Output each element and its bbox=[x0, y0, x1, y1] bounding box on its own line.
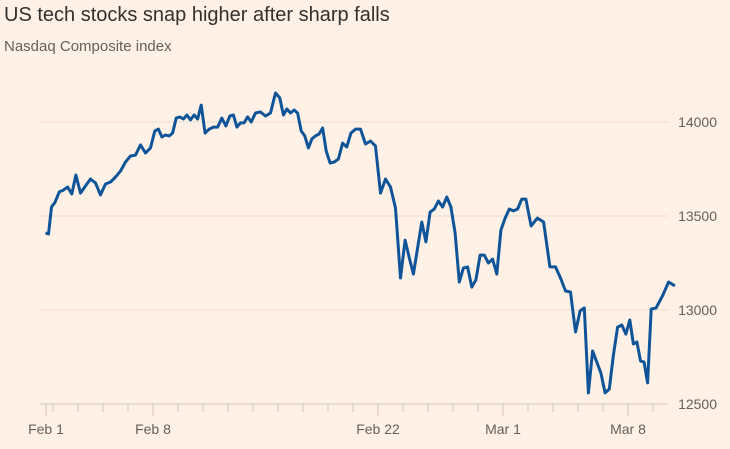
y-tick-label: 13000 bbox=[678, 302, 717, 318]
chart-subtitle: Nasdaq Composite index bbox=[4, 38, 172, 55]
y-tick-label: 13500 bbox=[678, 208, 717, 224]
x-tick-label: Feb 8 bbox=[135, 421, 171, 437]
y-tick-label: 14000 bbox=[678, 114, 717, 130]
nasdaq-series-line bbox=[44, 91, 676, 395]
x-tick-label: Mar 1 bbox=[485, 421, 521, 437]
y-tick-label: 12500 bbox=[678, 396, 717, 412]
x-tick-label: Mar 8 bbox=[610, 421, 646, 437]
x-tick-label: Feb 1 bbox=[28, 421, 64, 437]
chart-title: US tech stocks snap higher after sharp f… bbox=[4, 4, 390, 26]
x-tick-label: Feb 22 bbox=[356, 421, 400, 437]
